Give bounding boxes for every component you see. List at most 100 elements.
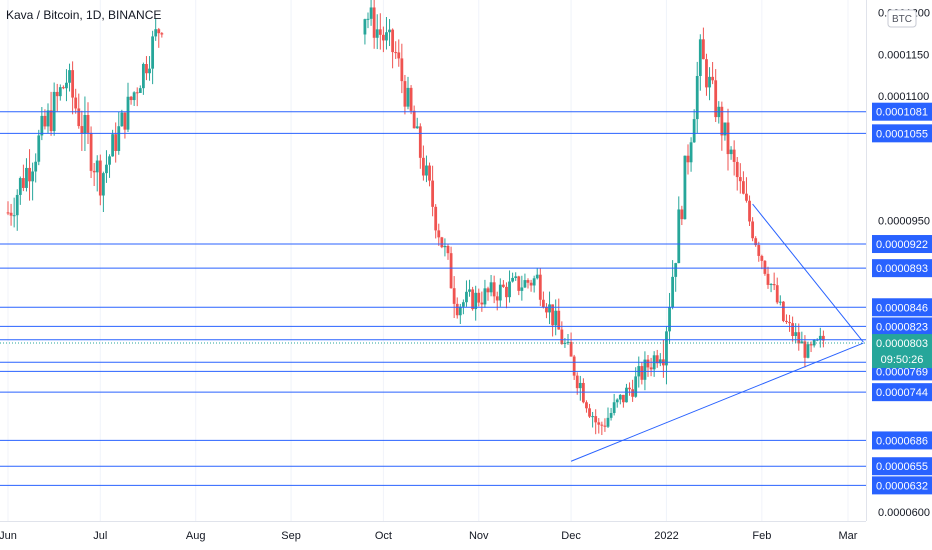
candle-body <box>788 322 791 324</box>
candle-body <box>132 92 136 101</box>
level-price-label: 0.0000632 <box>876 480 928 492</box>
candle-body <box>566 341 570 343</box>
level-price-label: 0.0000823 <box>876 321 928 333</box>
candle-body <box>98 160 102 196</box>
candle-body <box>406 87 410 107</box>
level-price-label: 0.0000769 <box>876 366 928 378</box>
candle-body <box>501 284 505 287</box>
candle-body <box>674 263 678 277</box>
candle-body <box>532 278 536 286</box>
candle-body <box>705 59 708 88</box>
candle-body <box>18 178 22 195</box>
candle-body <box>498 284 502 301</box>
candle-body <box>545 307 548 313</box>
countdown-label: 09:50:26 <box>881 354 924 366</box>
candle-body <box>791 323 795 336</box>
candle-body <box>741 181 745 194</box>
candle-body <box>80 126 84 134</box>
candle-body <box>766 273 770 285</box>
candle-body <box>557 310 561 330</box>
time-tick-label: 2022 <box>654 530 678 542</box>
level-price-label: 0.0000893 <box>876 263 928 275</box>
candle-body <box>117 126 121 151</box>
level-price-label: 0.0001081 <box>876 107 928 119</box>
candle-body <box>757 245 761 256</box>
level-price-label: 0.0000922 <box>876 239 928 251</box>
candle-body <box>111 134 115 157</box>
candle-body <box>480 302 484 305</box>
candle-body <box>585 402 588 409</box>
candle-body <box>803 341 807 358</box>
candle-body <box>720 106 724 136</box>
candle-body <box>9 212 13 216</box>
chart-title: Kava / Bitcoin, 1D, BINANCE <box>6 8 162 22</box>
time-tick-label: Nov <box>469 530 489 542</box>
time-tick-label: Jun <box>0 530 17 542</box>
trendlines <box>570 203 864 462</box>
candle-body <box>425 165 428 176</box>
candle-body <box>508 281 511 298</box>
candle-body <box>412 110 416 129</box>
candle-body <box>578 382 582 389</box>
candle-body <box>6 212 10 214</box>
candle-body <box>366 18 370 20</box>
candle-body <box>575 375 579 389</box>
candle-body <box>714 80 718 118</box>
candle-body <box>468 289 471 292</box>
candle-body <box>46 110 50 127</box>
candle-body <box>797 332 801 344</box>
candle-body <box>465 291 468 303</box>
candle-body <box>135 92 139 94</box>
candle-body <box>769 284 773 286</box>
candle-body <box>677 209 681 264</box>
candle-body <box>708 76 711 88</box>
candle-body <box>477 292 481 303</box>
candle-body <box>492 282 496 297</box>
trendline <box>752 203 864 343</box>
level-price-label: 0.0001055 <box>876 128 928 140</box>
candle-body <box>572 356 576 376</box>
time-axis-bg <box>0 521 932 550</box>
time-axis[interactable]: Jun Jul Aug Sep Oct Nov Dec 2022 Feb Mar <box>0 521 932 550</box>
candle-body <box>437 230 441 238</box>
level-price-tag <box>872 124 932 143</box>
candle-body <box>77 108 81 127</box>
candle-body <box>74 97 78 109</box>
candle-body <box>92 170 96 173</box>
candle-body <box>646 359 650 368</box>
candle-body <box>421 157 425 176</box>
candle-body <box>594 416 598 423</box>
price-tick-label: 0.0001100 <box>878 91 929 103</box>
candle-body <box>514 276 518 278</box>
candle-body <box>34 161 38 172</box>
candle-body <box>151 36 155 69</box>
time-tick-label: Dec <box>561 530 581 542</box>
time-tick-label: Feb <box>752 530 771 542</box>
candle-body <box>471 289 475 310</box>
candle-body <box>40 115 44 136</box>
candle-body <box>505 286 508 298</box>
candle-body <box>489 282 493 293</box>
candle-body <box>129 96 133 101</box>
candle-body <box>748 200 751 222</box>
candle-body <box>683 155 687 220</box>
candle-body <box>615 399 619 403</box>
candle-body <box>123 112 127 130</box>
candle-body <box>12 215 16 217</box>
candle-body <box>461 302 465 307</box>
candle-body <box>105 164 108 174</box>
price-axis[interactable]: 0.00012000.00011500.00011000.00009500.00… <box>866 0 932 550</box>
candle-body <box>686 155 690 163</box>
candle-body <box>58 87 62 97</box>
candle-body <box>538 274 542 300</box>
candle-body <box>785 320 788 323</box>
candle-body <box>409 87 413 111</box>
candle-body <box>548 304 551 313</box>
candle-body <box>369 7 373 19</box>
candle-body <box>483 288 487 305</box>
candle-body <box>114 134 118 151</box>
candle-body <box>800 341 804 344</box>
candle-body <box>732 149 736 162</box>
candle-body <box>28 167 31 182</box>
